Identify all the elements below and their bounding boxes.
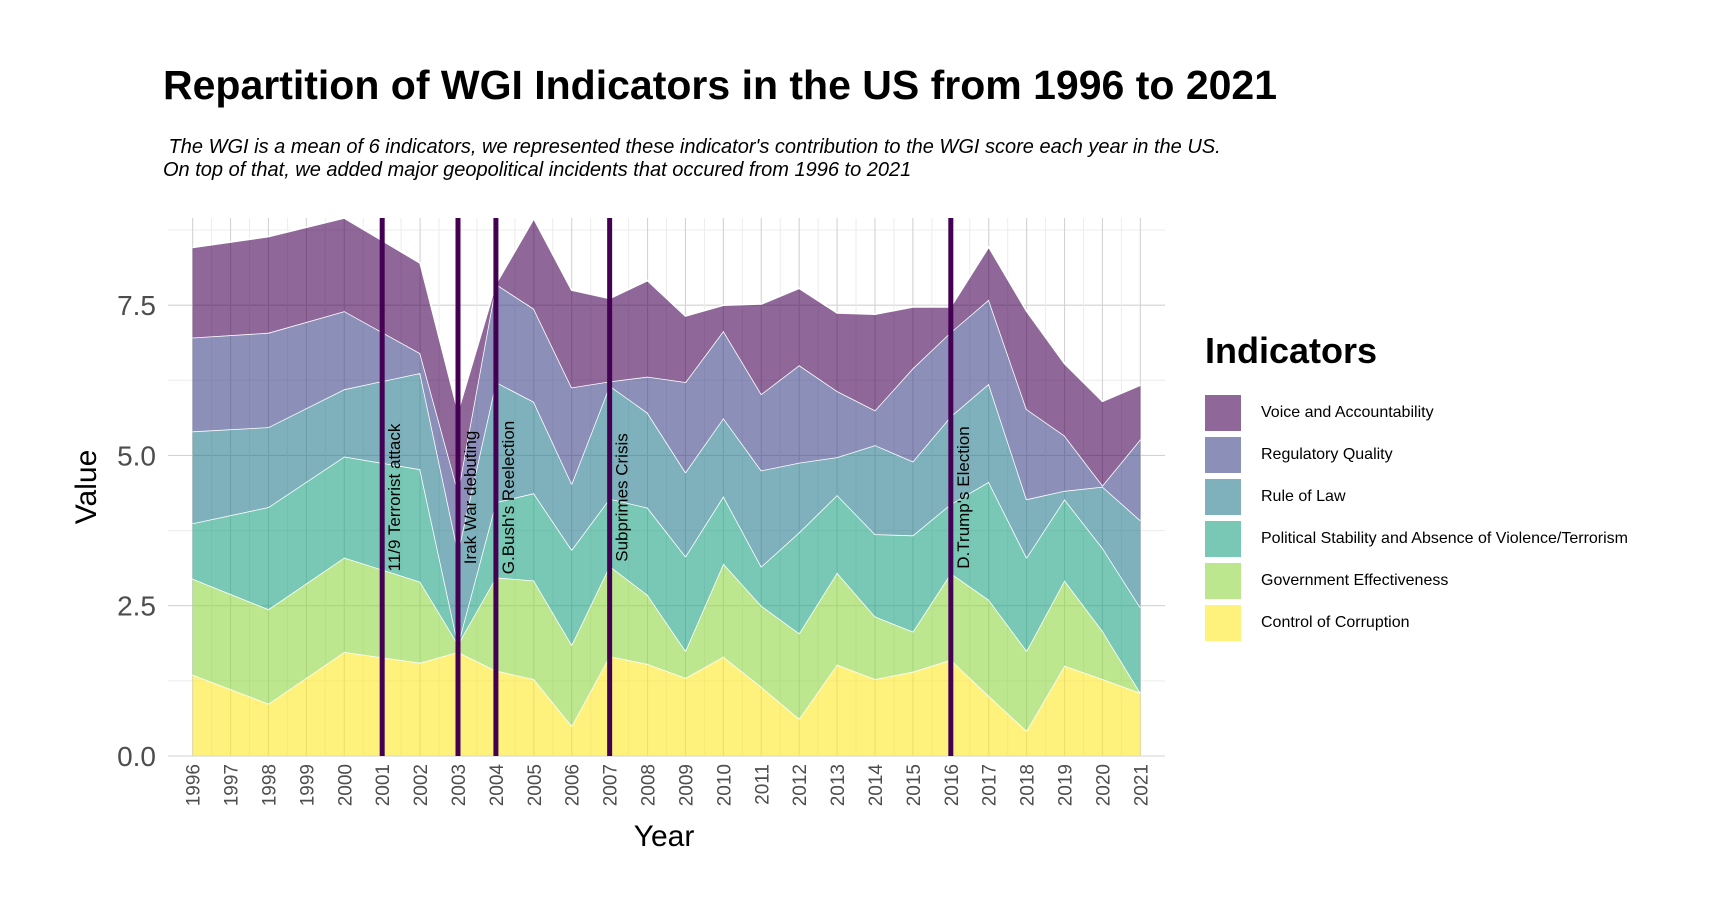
x-tick-label: 2012 [790,764,811,806]
x-tick-label: 2014 [866,764,887,807]
legend-color-key [1205,563,1241,599]
y-tick-label: 7.5 [117,290,156,321]
y-tick-label: 5.0 [117,440,156,471]
legend-item: Political Stability and Absence of Viole… [1205,518,1628,560]
legend-label: Voice and Accountability [1261,404,1434,421]
x-tick-label: 2008 [639,764,660,806]
x-tick-label: 1999 [297,764,318,806]
legend-color-key [1205,437,1241,473]
event-label: Irak War debuting [461,431,480,565]
x-tick-label: 2011 [752,764,773,805]
x-tick-label: 2000 [335,764,356,806]
legend-color-key [1205,521,1241,557]
legend-item: Rule of Law [1205,476,1628,518]
x-tick-label: 2010 [714,764,735,806]
legend: Indicators Voice and Accountability Regul… [1205,330,1628,644]
area-regulatory-quality [192,284,1141,552]
legend-item: Control of Corruption [1205,602,1628,644]
event-lines: 11/9 Terrorist attack Irak War debuting G.… [379,218,973,756]
legend-title: Indicators [1205,330,1378,371]
legend-color-key [1205,395,1241,431]
x-tick-label: 2007 [601,764,622,806]
legend-color-key [1205,479,1241,515]
x-tick-label: 2001 [373,764,394,806]
legend-label: Government Effectiveness [1261,572,1449,589]
x-tick-label: 2019 [1056,764,1077,806]
area-voice-and-accountability [192,218,1141,492]
chart-title: Repartition of WGI Indicators in the US … [163,62,1278,108]
x-tick-label: 2004 [487,764,508,807]
x-tick-label: 2018 [1018,764,1039,806]
x-tick-label: 2005 [525,764,546,806]
x-tick-label: 2006 [563,764,584,806]
legend-item: Voice and Accountability [1205,392,1628,434]
y-tick-label: 2.5 [117,591,156,622]
x-tick-label: 2015 [904,764,925,806]
area-boundary-voice-and-accountability [192,217,1141,413]
legend-item: Regulatory Quality [1205,434,1628,476]
x-tick-label: 2020 [1093,764,1114,806]
event-label: G.Bush's Reelection [499,421,518,575]
x-tick-label: 2021 [1131,764,1152,806]
x-tick-label: 2003 [449,764,470,806]
axes: 0.0 2.5 5.0 7.5 1996 1997 1998 1999 2000 2001 2002… [117,290,1152,806]
x-tick-label: 1996 [184,764,205,806]
stacked-area-chart: 11/9 Terrorist attack Irak War debuting G.… [70,217,1165,853]
area-government-effectiveness [192,557,1141,731]
event-label: D.Trump's Election [954,426,973,568]
area-rule-of-law [192,373,1141,645]
y-tick-label: 0.0 [117,741,156,772]
legend-items: Voice and Accountability Regulatory Quali… [1205,392,1628,644]
legend-label: Regulatory Quality [1261,446,1393,463]
x-tick-label: 2017 [980,764,1001,806]
x-tick-label: 2013 [828,764,849,806]
x-axis-label: Year [634,820,695,853]
x-tick-label: 2009 [676,764,697,806]
legend-label: Rule of Law [1261,488,1346,505]
x-tick-label: 1997 [222,764,243,806]
legend-label: Control of Corruption [1261,614,1410,631]
legend-color-key [1205,605,1241,641]
legend-item: Government Effectiveness [1205,560,1628,602]
area-control-of-corruption [192,652,1141,756]
chart-subtitle: The WGI is a mean of 6 indicators, we re… [163,136,1221,181]
area-layers [192,217,1142,756]
x-tick-label: 2002 [411,764,432,806]
x-tick-label: 2016 [942,764,963,806]
event-label: Subprimes Crisis [613,433,632,561]
y-axis-label: Value [70,450,103,525]
x-tick-label: 1998 [259,764,280,806]
legend-label: Political Stability and Absence of Viole… [1261,530,1628,547]
event-label: 11/9 Terrorist attack [385,423,404,571]
